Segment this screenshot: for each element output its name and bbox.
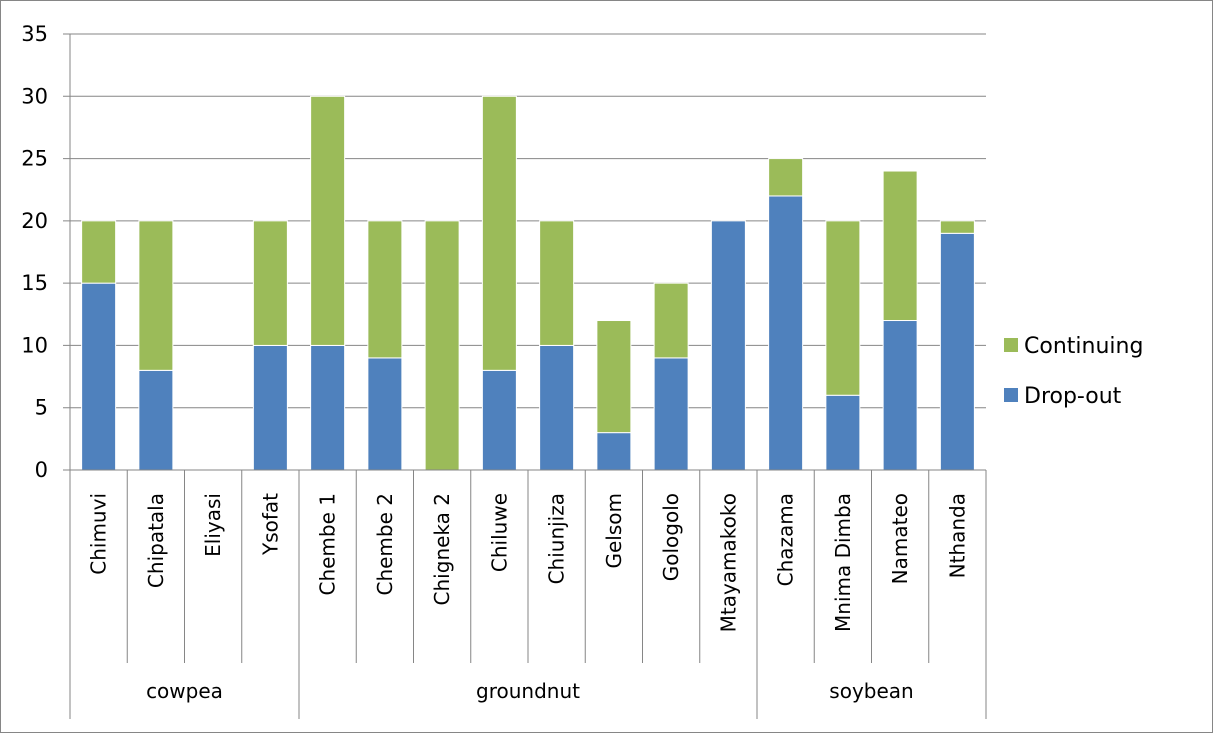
x-category-label: Chimuvi bbox=[87, 493, 111, 575]
x-category-label: Nthanda bbox=[945, 493, 969, 578]
bar-segment-continuing-7 bbox=[481, 95, 517, 371]
bar-segment-continuing-1 bbox=[138, 220, 174, 371]
bar-segment-drop-out-8 bbox=[539, 344, 575, 471]
bar-segment-drop-out-14 bbox=[882, 320, 918, 471]
x-group-label: groundnut bbox=[476, 679, 580, 703]
x-category-label: Namateo bbox=[888, 493, 912, 584]
x-group-label: soybean bbox=[829, 679, 913, 703]
bar-segment-drop-out-3 bbox=[252, 344, 288, 471]
bar-segment-drop-out-4 bbox=[310, 344, 346, 471]
bar-segment-continuing-12 bbox=[768, 158, 804, 197]
x-category-label: Chazama bbox=[774, 493, 798, 586]
bar-segment-drop-out-10 bbox=[653, 357, 689, 471]
legend-swatch bbox=[1004, 338, 1018, 352]
legend-label: Drop-out bbox=[1024, 384, 1122, 409]
x-axis: Chimuvi Chipatala Eliyasi Ysofat Chembe 1 Che… bbox=[69, 469, 987, 719]
legend-label: Continuing bbox=[1024, 334, 1143, 359]
x-category-label: Chembe 1 bbox=[316, 493, 340, 596]
y-tick-label: 25 bbox=[21, 147, 48, 171]
y-tick-label: 20 bbox=[21, 209, 48, 233]
y-tick-label: 5 bbox=[35, 396, 48, 420]
bar-segment-continuing-13 bbox=[825, 220, 861, 396]
x-category-label: Mtayamakoko bbox=[716, 493, 740, 632]
legend: Continuing Drop-out bbox=[1004, 334, 1143, 409]
bar-segment-drop-out-5 bbox=[367, 357, 403, 471]
x-category-label: Chiunjiza bbox=[545, 493, 569, 584]
bar-segment-drop-out-11 bbox=[710, 220, 746, 471]
bar-segment-continuing-5 bbox=[367, 220, 403, 359]
bar-segment-drop-out-1 bbox=[138, 369, 174, 471]
bar-segment-continuing-10 bbox=[653, 282, 689, 359]
bar-segment-continuing-14 bbox=[882, 170, 918, 322]
bar-segment-drop-out-12 bbox=[768, 195, 804, 471]
bar-segment-drop-out-7 bbox=[481, 369, 517, 471]
x-category-label: Gelsom bbox=[602, 493, 626, 569]
bar-segment-continuing-8 bbox=[539, 220, 575, 346]
bars bbox=[81, 95, 975, 471]
y-tick-label: 30 bbox=[21, 84, 48, 108]
x-category-label: Gologolo bbox=[659, 493, 683, 581]
bar-segment-drop-out-0 bbox=[81, 282, 117, 471]
y-tick-label: 0 bbox=[35, 458, 48, 482]
bar-segment-drop-out-15 bbox=[939, 232, 975, 471]
y-tick-label: 35 bbox=[21, 22, 48, 46]
x-category-label: Chigneka 2 bbox=[430, 493, 454, 605]
bar-segment-drop-out-13 bbox=[825, 394, 861, 471]
bar-segment-continuing-3 bbox=[252, 220, 288, 346]
bar-segment-continuing-9 bbox=[596, 320, 632, 434]
x-category-label: Ysofat bbox=[258, 493, 282, 556]
x-category-label: Chembe 2 bbox=[373, 493, 397, 596]
bar-segment-continuing-15 bbox=[939, 220, 975, 234]
legend-swatch bbox=[1004, 388, 1018, 402]
bar-segment-continuing-4 bbox=[310, 95, 346, 346]
x-category-label: Eliyasi bbox=[201, 493, 225, 557]
y-axis-ticks: 0 5 10 15 20 25 30 35 bbox=[21, 22, 71, 482]
y-tick-label: 15 bbox=[21, 271, 48, 295]
bar-segment-drop-out-9 bbox=[596, 432, 632, 471]
x-category-label: Chiluwe bbox=[487, 493, 511, 572]
x-category-label: Chipatala bbox=[144, 493, 168, 588]
bar-segment-continuing-6 bbox=[424, 220, 460, 471]
y-tick-label: 10 bbox=[21, 333, 48, 357]
bar-segment-continuing-0 bbox=[81, 220, 117, 284]
x-group-label: cowpea bbox=[146, 679, 223, 703]
x-category-label: Mnima Dimba bbox=[831, 493, 855, 632]
